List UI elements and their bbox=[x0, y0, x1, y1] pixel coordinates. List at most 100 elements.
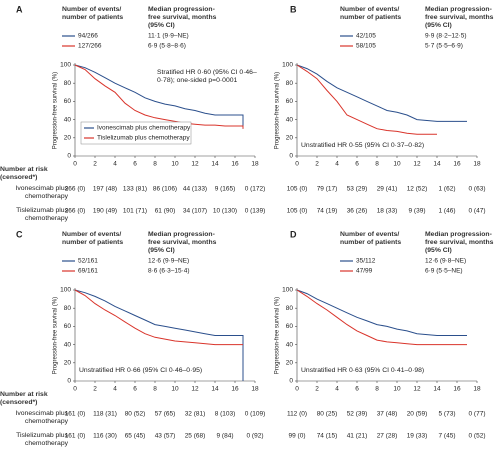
x-tick-label: 12 bbox=[413, 386, 421, 393]
summary-header: Median progression-free survival, months… bbox=[425, 231, 494, 254]
x-tick-label: 14 bbox=[433, 161, 441, 168]
x-tick-label: 16 bbox=[231, 161, 239, 168]
y-tick-label: 0 bbox=[67, 153, 71, 160]
y-tick-label: 100 bbox=[60, 287, 71, 294]
x-tick-label: 16 bbox=[231, 386, 239, 393]
at-risk-cell: 112 (0) bbox=[287, 411, 307, 418]
y-tick-label: 20 bbox=[286, 135, 294, 142]
panel-letter: D bbox=[290, 229, 297, 239]
legend-label: Ivonescimab plus chemotherapy bbox=[97, 125, 191, 132]
at-risk-cell: 32 (81) bbox=[185, 411, 206, 418]
at-risk-cell: 9 (84) bbox=[217, 433, 234, 440]
y-tick-label: 80 bbox=[64, 80, 72, 87]
y-tick-label: 60 bbox=[64, 323, 72, 330]
y-tick-label: 0 bbox=[289, 378, 293, 385]
x-tick-label: 12 bbox=[413, 161, 421, 168]
x-tick-label: 0 bbox=[73, 386, 77, 393]
x-tick-label: 16 bbox=[453, 386, 461, 393]
at-risk-row-label: Ivonescimab plus chemotherapy bbox=[15, 185, 68, 200]
summary-events: 35/112 bbox=[356, 258, 376, 265]
at-risk-cell: 25 (68) bbox=[185, 433, 206, 440]
survival-curve bbox=[74, 64, 244, 129]
y-tick-label: 40 bbox=[286, 116, 294, 123]
at-risk-cell: 53 (29) bbox=[347, 186, 368, 193]
at-risk-cell: 80 (52) bbox=[125, 411, 146, 418]
y-tick-label: 60 bbox=[286, 98, 294, 105]
x-tick-label: 10 bbox=[171, 386, 179, 393]
summary-events: 52/161 bbox=[78, 258, 98, 265]
at-risk-cell: 0 (63) bbox=[469, 186, 486, 193]
at-risk-cell: 10 (130) bbox=[213, 208, 237, 215]
at-risk-cell: 61 (90) bbox=[155, 208, 176, 215]
at-risk-cell: 8 (103) bbox=[215, 411, 236, 418]
x-tick-label: 8 bbox=[375, 161, 379, 168]
summary-events: 69/161 bbox=[78, 268, 98, 275]
at-risk-cell: 74 (19) bbox=[317, 208, 338, 215]
summary-header: Median progression-free survival, months… bbox=[148, 231, 217, 254]
survival-curve bbox=[296, 64, 467, 122]
x-tick-label: 18 bbox=[251, 161, 259, 168]
annotation: Stratified HR 0·60 (95% CI 0·46–0·78); o… bbox=[157, 69, 257, 84]
x-tick-label: 14 bbox=[433, 386, 441, 393]
at-risk-cell: 105 (0) bbox=[287, 186, 308, 193]
x-tick-label: 4 bbox=[113, 386, 117, 393]
panel-letter: C bbox=[16, 229, 23, 239]
at-risk-cell: 118 (31) bbox=[93, 411, 117, 418]
x-tick-label: 8 bbox=[153, 386, 157, 393]
at-risk-cell: 133 (81) bbox=[123, 186, 147, 193]
at-risk-cell: 52 (39) bbox=[347, 411, 368, 418]
y-tick-label: 60 bbox=[286, 323, 294, 330]
y-tick-label: 20 bbox=[64, 360, 72, 367]
y-tick-label: 100 bbox=[60, 62, 71, 69]
at-risk-cell: 80 (25) bbox=[317, 411, 338, 418]
at-risk-cell: 43 (57) bbox=[155, 433, 176, 440]
summary-events: 127/266 bbox=[78, 43, 102, 50]
at-risk-cell: 18 (33) bbox=[377, 208, 398, 215]
at-risk-cell: 0 (77) bbox=[469, 411, 486, 418]
at-risk-cell: 65 (45) bbox=[125, 433, 146, 440]
survival-curve bbox=[74, 64, 244, 129]
at-risk-title: Number at risk (censored*) bbox=[0, 166, 48, 181]
x-tick-label: 10 bbox=[393, 161, 401, 168]
x-tick-label: 2 bbox=[315, 161, 319, 168]
at-risk-cell: 0 (172) bbox=[245, 186, 266, 193]
y-tick-label: 100 bbox=[282, 287, 293, 294]
summary-median: 6·9 (5·5–NE) bbox=[425, 268, 463, 275]
x-tick-label: 6 bbox=[355, 386, 359, 393]
summary-median: 5·7 (5·5–6·9) bbox=[425, 43, 463, 50]
y-tick-label: 0 bbox=[67, 378, 71, 385]
x-tick-label: 0 bbox=[73, 161, 77, 168]
y-axis-label: Progression-free survival (%) bbox=[275, 297, 281, 374]
at-risk-cell: 0 (109) bbox=[245, 411, 266, 418]
summary-header: Number of events/ number of patients bbox=[340, 231, 402, 246]
at-risk-cell: 9 (165) bbox=[215, 186, 236, 193]
at-risk-cell: 34 (107) bbox=[183, 208, 207, 215]
survival-curve bbox=[296, 289, 467, 336]
summary-events: 47/99 bbox=[356, 268, 373, 275]
at-risk-cell: 190 (49) bbox=[93, 208, 117, 215]
summary-header: Median progression-free survival, months… bbox=[425, 6, 494, 29]
x-tick-label: 12 bbox=[191, 386, 199, 393]
x-tick-label: 6 bbox=[133, 386, 137, 393]
summary-median: 8·6 (6·3–15·4) bbox=[148, 268, 190, 275]
y-tick-label: 20 bbox=[286, 360, 294, 367]
x-tick-label: 4 bbox=[335, 161, 339, 168]
at-risk-cell: 266 (0) bbox=[65, 208, 86, 215]
x-tick-label: 8 bbox=[153, 161, 157, 168]
y-axis-label: Progression-free survival (%) bbox=[53, 72, 59, 149]
summary-events: 94/266 bbox=[78, 33, 98, 40]
annotation: Unstratified HR 0·55 (95% CI 0·37–0·82) bbox=[301, 142, 425, 149]
y-tick-label: 20 bbox=[64, 135, 72, 142]
x-tick-label: 2 bbox=[93, 161, 97, 168]
summary-header: Number of events/ number of patients bbox=[340, 6, 402, 21]
survival-curve bbox=[74, 289, 243, 346]
x-tick-label: 2 bbox=[93, 386, 97, 393]
summary-events: 58/105 bbox=[356, 43, 376, 50]
legend-box bbox=[80, 121, 192, 145]
at-risk-cell: 29 (41) bbox=[377, 186, 398, 193]
x-tick-label: 8 bbox=[375, 386, 379, 393]
at-risk-cell: 101 (71) bbox=[123, 208, 147, 215]
at-risk-cell: 20 (59) bbox=[407, 411, 428, 418]
x-tick-label: 16 bbox=[453, 161, 461, 168]
at-risk-cell: 99 (0) bbox=[289, 433, 306, 440]
